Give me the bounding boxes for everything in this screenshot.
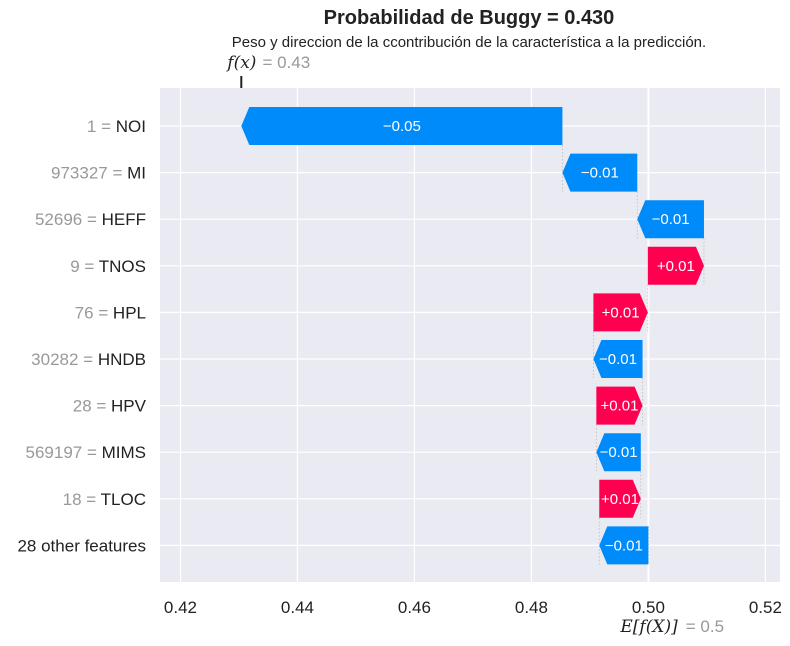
feature-label: 18 = TLOC <box>63 490 146 509</box>
x-tick-labels-group: 0.42 0.44 0.46 0.48 0.50 0.52 <box>164 598 782 617</box>
feature-label: 28 other features <box>17 536 146 555</box>
fx-annotation: f(x) = 0.43 <box>225 53 310 73</box>
feature-label: 52696 = HEFF <box>35 210 146 229</box>
feature-name: TLOC <box>101 490 146 509</box>
bar-value-label: +0.01 <box>602 304 640 321</box>
bar-value-label: +0.01 <box>601 491 639 508</box>
bar-noi <box>241 107 563 145</box>
bar-value-label: −0.05 <box>383 118 421 135</box>
feature-label: 569197 = MIMS <box>26 443 147 462</box>
bar-heff <box>637 200 704 239</box>
feature-value: 30282 = <box>31 350 98 369</box>
base-value-annotation: E[f(X)] = 0.5 <box>619 617 724 637</box>
feature-label: 9 = TNOS <box>70 257 146 276</box>
feature-label: 973327 = MI <box>51 164 146 183</box>
bar-value-label: −0.01 <box>605 537 643 554</box>
feature-label: 1 = NOI <box>87 117 146 136</box>
feature-labels-group: 1 = NOI 973327 = MI 52696 = HEFF 9 = TNOS 76… <box>17 117 146 555</box>
bar-28-other-features <box>599 526 649 565</box>
x-tick-label: 0.42 <box>164 598 197 617</box>
feature-name: HPL <box>113 303 146 322</box>
bar-value-label: −0.01 <box>599 351 637 368</box>
bars-group <box>241 107 704 565</box>
bar-mi <box>562 153 638 192</box>
x-tick-label: 0.46 <box>398 598 431 617</box>
bar-value-label: −0.01 <box>581 165 619 182</box>
bar-value-label: +0.01 <box>657 258 695 275</box>
feature-value: 18 = <box>63 490 101 509</box>
feature-name: 28 other features <box>17 536 146 555</box>
bar-value-label: −0.01 <box>600 444 638 461</box>
feature-value: 28 = <box>73 397 111 416</box>
base-value-label: E[f(X)] <box>619 617 678 637</box>
bar-tnos <box>647 246 704 285</box>
feature-value: 1 = <box>87 117 116 136</box>
grid-lines <box>160 88 780 582</box>
x-tick-label: 0.50 <box>632 598 665 617</box>
feature-value: 569197 = <box>26 443 102 462</box>
bar-value-label: −0.01 <box>652 211 690 228</box>
feature-value: 52696 = <box>35 210 102 229</box>
bar-labels-group: −0.05 −0.01 −0.01 +0.01 +0.01 −0.01 +0.01 −0.01… <box>383 118 695 554</box>
feature-name: HPV <box>111 397 147 416</box>
x-tick-label: 0.44 <box>281 598 314 617</box>
feature-value: 973327 = <box>51 164 127 183</box>
feature-name: MI <box>127 164 146 183</box>
bar-hpl <box>593 293 648 332</box>
bar-hndb <box>593 340 643 378</box>
x-tick-label: 0.52 <box>749 598 782 617</box>
feature-label: 76 = HPL <box>75 303 146 322</box>
feature-name: TNOS <box>99 257 146 276</box>
base-value-number: = 0.5 <box>686 617 724 636</box>
feature-label: 30282 = HNDB <box>31 350 146 369</box>
bar-hpv <box>596 386 643 425</box>
fx-annotation-value: = 0.43 <box>262 53 310 72</box>
feature-name: NOI <box>116 117 146 136</box>
fx-annotation-label: f(x) <box>225 53 256 73</box>
feature-value: 76 = <box>75 303 113 322</box>
feature-value: 9 = <box>70 257 99 276</box>
feature-name: MIMS <box>102 443 146 462</box>
feature-name: HEFF <box>102 210 146 229</box>
bar-mims <box>596 433 641 472</box>
chart-title: Probabilidad de Buggy = 0.430 <box>324 7 615 29</box>
bar-value-label: +0.01 <box>600 398 638 415</box>
feature-name: HNDB <box>98 350 146 369</box>
x-tick-label: 0.48 <box>515 598 548 617</box>
plot-area <box>160 88 780 582</box>
feature-label: 28 = HPV <box>73 397 147 416</box>
bar-tloc <box>599 479 641 518</box>
chart-subtitle: Peso y direccion de la ccontribución de … <box>232 34 706 51</box>
